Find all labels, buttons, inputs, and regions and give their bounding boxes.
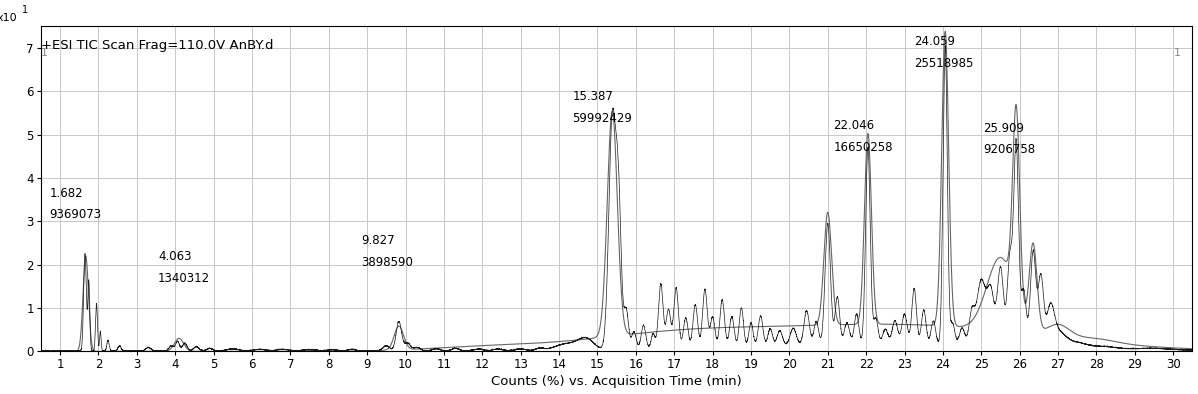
Text: 25518985: 25518985 bbox=[914, 56, 974, 69]
Text: 1: 1 bbox=[41, 48, 48, 58]
Text: 3898590: 3898590 bbox=[362, 256, 413, 269]
Text: 9.827: 9.827 bbox=[362, 234, 395, 247]
Text: 1: 1 bbox=[1174, 48, 1181, 58]
Text: 9206758: 9206758 bbox=[984, 143, 1035, 156]
Text: 16650258: 16650258 bbox=[834, 141, 893, 154]
Text: 4.063: 4.063 bbox=[158, 250, 192, 263]
Text: 1.682: 1.682 bbox=[49, 187, 83, 200]
Text: 1340312: 1340312 bbox=[158, 272, 210, 285]
Text: 1: 1 bbox=[23, 5, 29, 15]
Text: 22.046: 22.046 bbox=[834, 119, 875, 132]
Text: 9369073: 9369073 bbox=[49, 208, 102, 221]
Text: 15.387: 15.387 bbox=[573, 90, 613, 103]
Text: +ESI TIC Scan Frag=110.0V AnBY.d: +ESI TIC Scan Frag=110.0V AnBY.d bbox=[41, 39, 273, 52]
X-axis label: Counts (%) vs. Acquisition Time (min): Counts (%) vs. Acquisition Time (min) bbox=[491, 375, 742, 388]
Text: x10: x10 bbox=[0, 13, 18, 23]
Text: 59992429: 59992429 bbox=[573, 112, 633, 125]
Text: 24.059: 24.059 bbox=[914, 35, 955, 48]
Text: 25.909: 25.909 bbox=[984, 122, 1024, 135]
